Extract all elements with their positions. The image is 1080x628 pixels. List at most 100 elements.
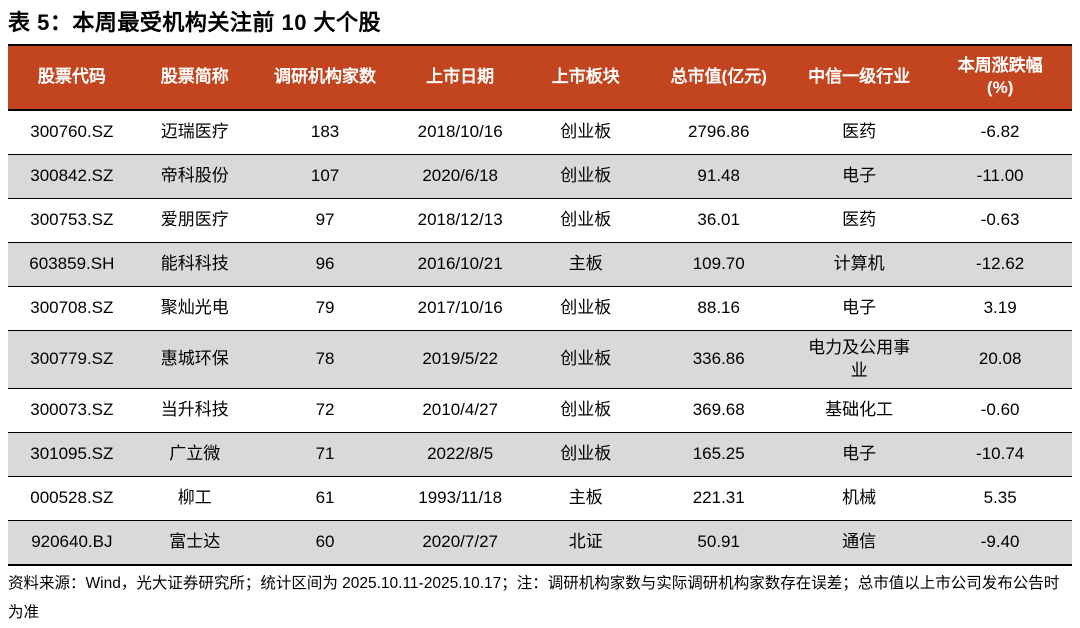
cell-code: 300708.SZ [8,286,136,331]
source-note: 资料来源：Wind，光大证券研究所；统计区间为 2025.10.11-2025.… [8,575,1060,621]
table-row: 603859.SH 能科科技 96 2016/10/21 主板 109.70 计算机 -12.… [8,242,1072,287]
cell-institution-count: 60 [315,532,335,552]
column-header-code: 股票代码 [8,45,136,111]
cell-weekly-change: 5.35 [928,476,1072,522]
cell-name: 富士达 [169,532,221,552]
cell-industry: 电子 [789,286,929,331]
cell-code: 300073.SZ [8,388,136,434]
cell-weekly-change: -6.82 [928,109,1072,155]
cell-market-cap: 165.25 [647,432,790,478]
cell-board: 创业板 [524,154,648,199]
cell-market-cap: 91.48 [647,154,790,199]
cell-list-date: 2018/10/16 [396,109,524,155]
column-header-list-date: 上市日期 [396,45,524,111]
cell-name: 聚灿光电 [135,286,254,331]
cell-code: 300753.SZ [8,198,136,243]
table-row: 300760.SZ 迈瑞医疗 183 2018/10/16 创业板 2796.86 医药 -6… [8,109,1072,155]
column-header-name: 股票简称 [135,45,254,111]
cell-industry: 医药 [789,109,929,155]
cell-institution-count: 78 [253,330,397,390]
table-header: 股票代码 股票简称 调研机构家数 上市日期 上市板块 总市值(亿元) 中信一级行业 本周涨跌幅… [8,45,1072,111]
cell-institution-count: 72 [253,388,397,434]
cell-industry: 医药 [789,198,929,243]
cell-board: 创业板 [524,330,648,390]
table-row: 920640.BJ 富士达 60 2020/7/27 北证 50.91 通信 -9.40 [8,520,1072,566]
cell-market-cap: 88.16 [647,286,790,331]
cell-industry: 机械 [789,476,929,522]
column-header-industry: 中信一级行业 [789,45,929,111]
cell-name: 惠城环保 [135,330,254,390]
cell-board: 创业板 [524,432,648,478]
cell-board: 主板 [524,242,648,287]
cell-industry: 电子 [789,432,929,478]
cell-institution-count: 96 [253,242,397,287]
cell-code: 301095.SZ [8,432,136,478]
cell-board: 北证 [568,532,603,552]
cell-name: 迈瑞医疗 [135,109,254,155]
cell-weekly-change: -10.74 [928,432,1072,478]
cell-board: 主板 [524,476,648,522]
cell-board: 创业板 [524,198,648,243]
table-row: 000528.SZ 柳工 61 1993/11/18 主板 221.31 机械 5.35 [8,476,1072,522]
table-row: 300753.SZ 爱朋医疗 97 2018/12/13 创业板 36.01 医药 -0.63 [8,198,1072,243]
column-header-market-cap: 总市值(亿元) [647,45,790,111]
cell-list-date: 2016/10/21 [396,242,524,287]
cell-code: 300779.SZ [8,330,136,390]
column-header-weekly-change: 本周涨跌幅 (%) [928,45,1072,111]
top10-stocks-table: 股票代码 股票简称 调研机构家数 上市日期 上市板块 总市值(亿元) 中信一级行业 本周涨跌幅… [8,44,1072,567]
header-row: 股票代码 股票简称 调研机构家数 上市日期 上市板块 总市值(亿元) 中信一级行业 本周涨跌幅… [8,45,1072,111]
cell-list-date: 2020/7/27 [422,532,498,552]
cell-list-date: 2018/12/13 [396,198,524,243]
cell-institution-count: 71 [253,432,397,478]
column-header-institution-count: 调研机构家数 [253,45,397,111]
cell-code: 603859.SH [8,242,136,287]
cell-institution-count: 183 [253,109,397,155]
cell-market-cap: 369.68 [647,388,790,434]
cell-list-date: 2020/6/18 [396,154,524,199]
cell-industry: 电子 [789,154,929,199]
cell-name: 柳工 [135,476,254,522]
table-body: 300760.SZ 迈瑞医疗 183 2018/10/16 创业板 2796.86 医药 -6… [8,109,1072,566]
cell-weekly-change: -0.63 [928,198,1072,243]
table-row: 300779.SZ 惠城环保 78 2019/5/22 创业板 336.86 电力及公用事业… [8,330,1072,390]
cell-name: 帝科股份 [135,154,254,199]
cell-weekly-change: -12.62 [928,242,1072,287]
table-row: 301095.SZ 广立微 71 2022/8/5 创业板 165.25 电子 -10.74 [8,432,1072,478]
cell-institution-count: 107 [253,154,397,199]
column-header-board: 上市板块 [524,45,648,111]
cell-code: 300760.SZ [8,109,136,155]
cell-industry: 计算机 [789,242,929,287]
cell-weekly-change: -0.60 [928,388,1072,434]
cell-weekly-change: -9.40 [980,532,1020,552]
cell-list-date: 2017/10/16 [396,286,524,331]
cell-market-cap: 50.91 [697,532,740,552]
cell-industry: 通信 [842,532,877,552]
cell-market-cap: 36.01 [647,198,790,243]
cell-institution-count: 97 [253,198,397,243]
cell-industry: 电力及公用事业 [789,330,929,390]
cell-market-cap: 221.31 [647,476,790,522]
cell-market-cap: 109.70 [647,242,790,287]
cell-board: 创业板 [524,286,648,331]
cell-list-date: 2019/5/22 [396,330,524,390]
cell-name: 当升科技 [135,388,254,434]
cell-name: 广立微 [135,432,254,478]
cell-list-date: 2022/8/5 [396,432,524,478]
cell-weekly-change: -11.00 [928,154,1072,199]
table-row: 300708.SZ 聚灿光电 79 2017/10/16 创业板 88.16 电子 3.19 [8,286,1072,331]
cell-market-cap: 336.86 [647,330,790,390]
cell-weekly-change: 20.08 [928,330,1072,390]
cell-industry: 基础化工 [789,388,929,434]
cell-board: 创业板 [524,388,648,434]
cell-board: 创业板 [524,109,648,155]
cell-code: 920640.BJ [31,532,113,552]
cell-code: 000528.SZ [8,476,136,522]
cell-name: 能科科技 [135,242,254,287]
cell-list-date: 1993/11/18 [396,476,524,522]
cell-code: 300842.SZ [8,154,136,199]
cell-market-cap: 2796.86 [647,109,790,155]
cell-institution-count: 61 [253,476,397,522]
cell-institution-count: 79 [253,286,397,331]
cell-weekly-change: 3.19 [928,286,1072,331]
